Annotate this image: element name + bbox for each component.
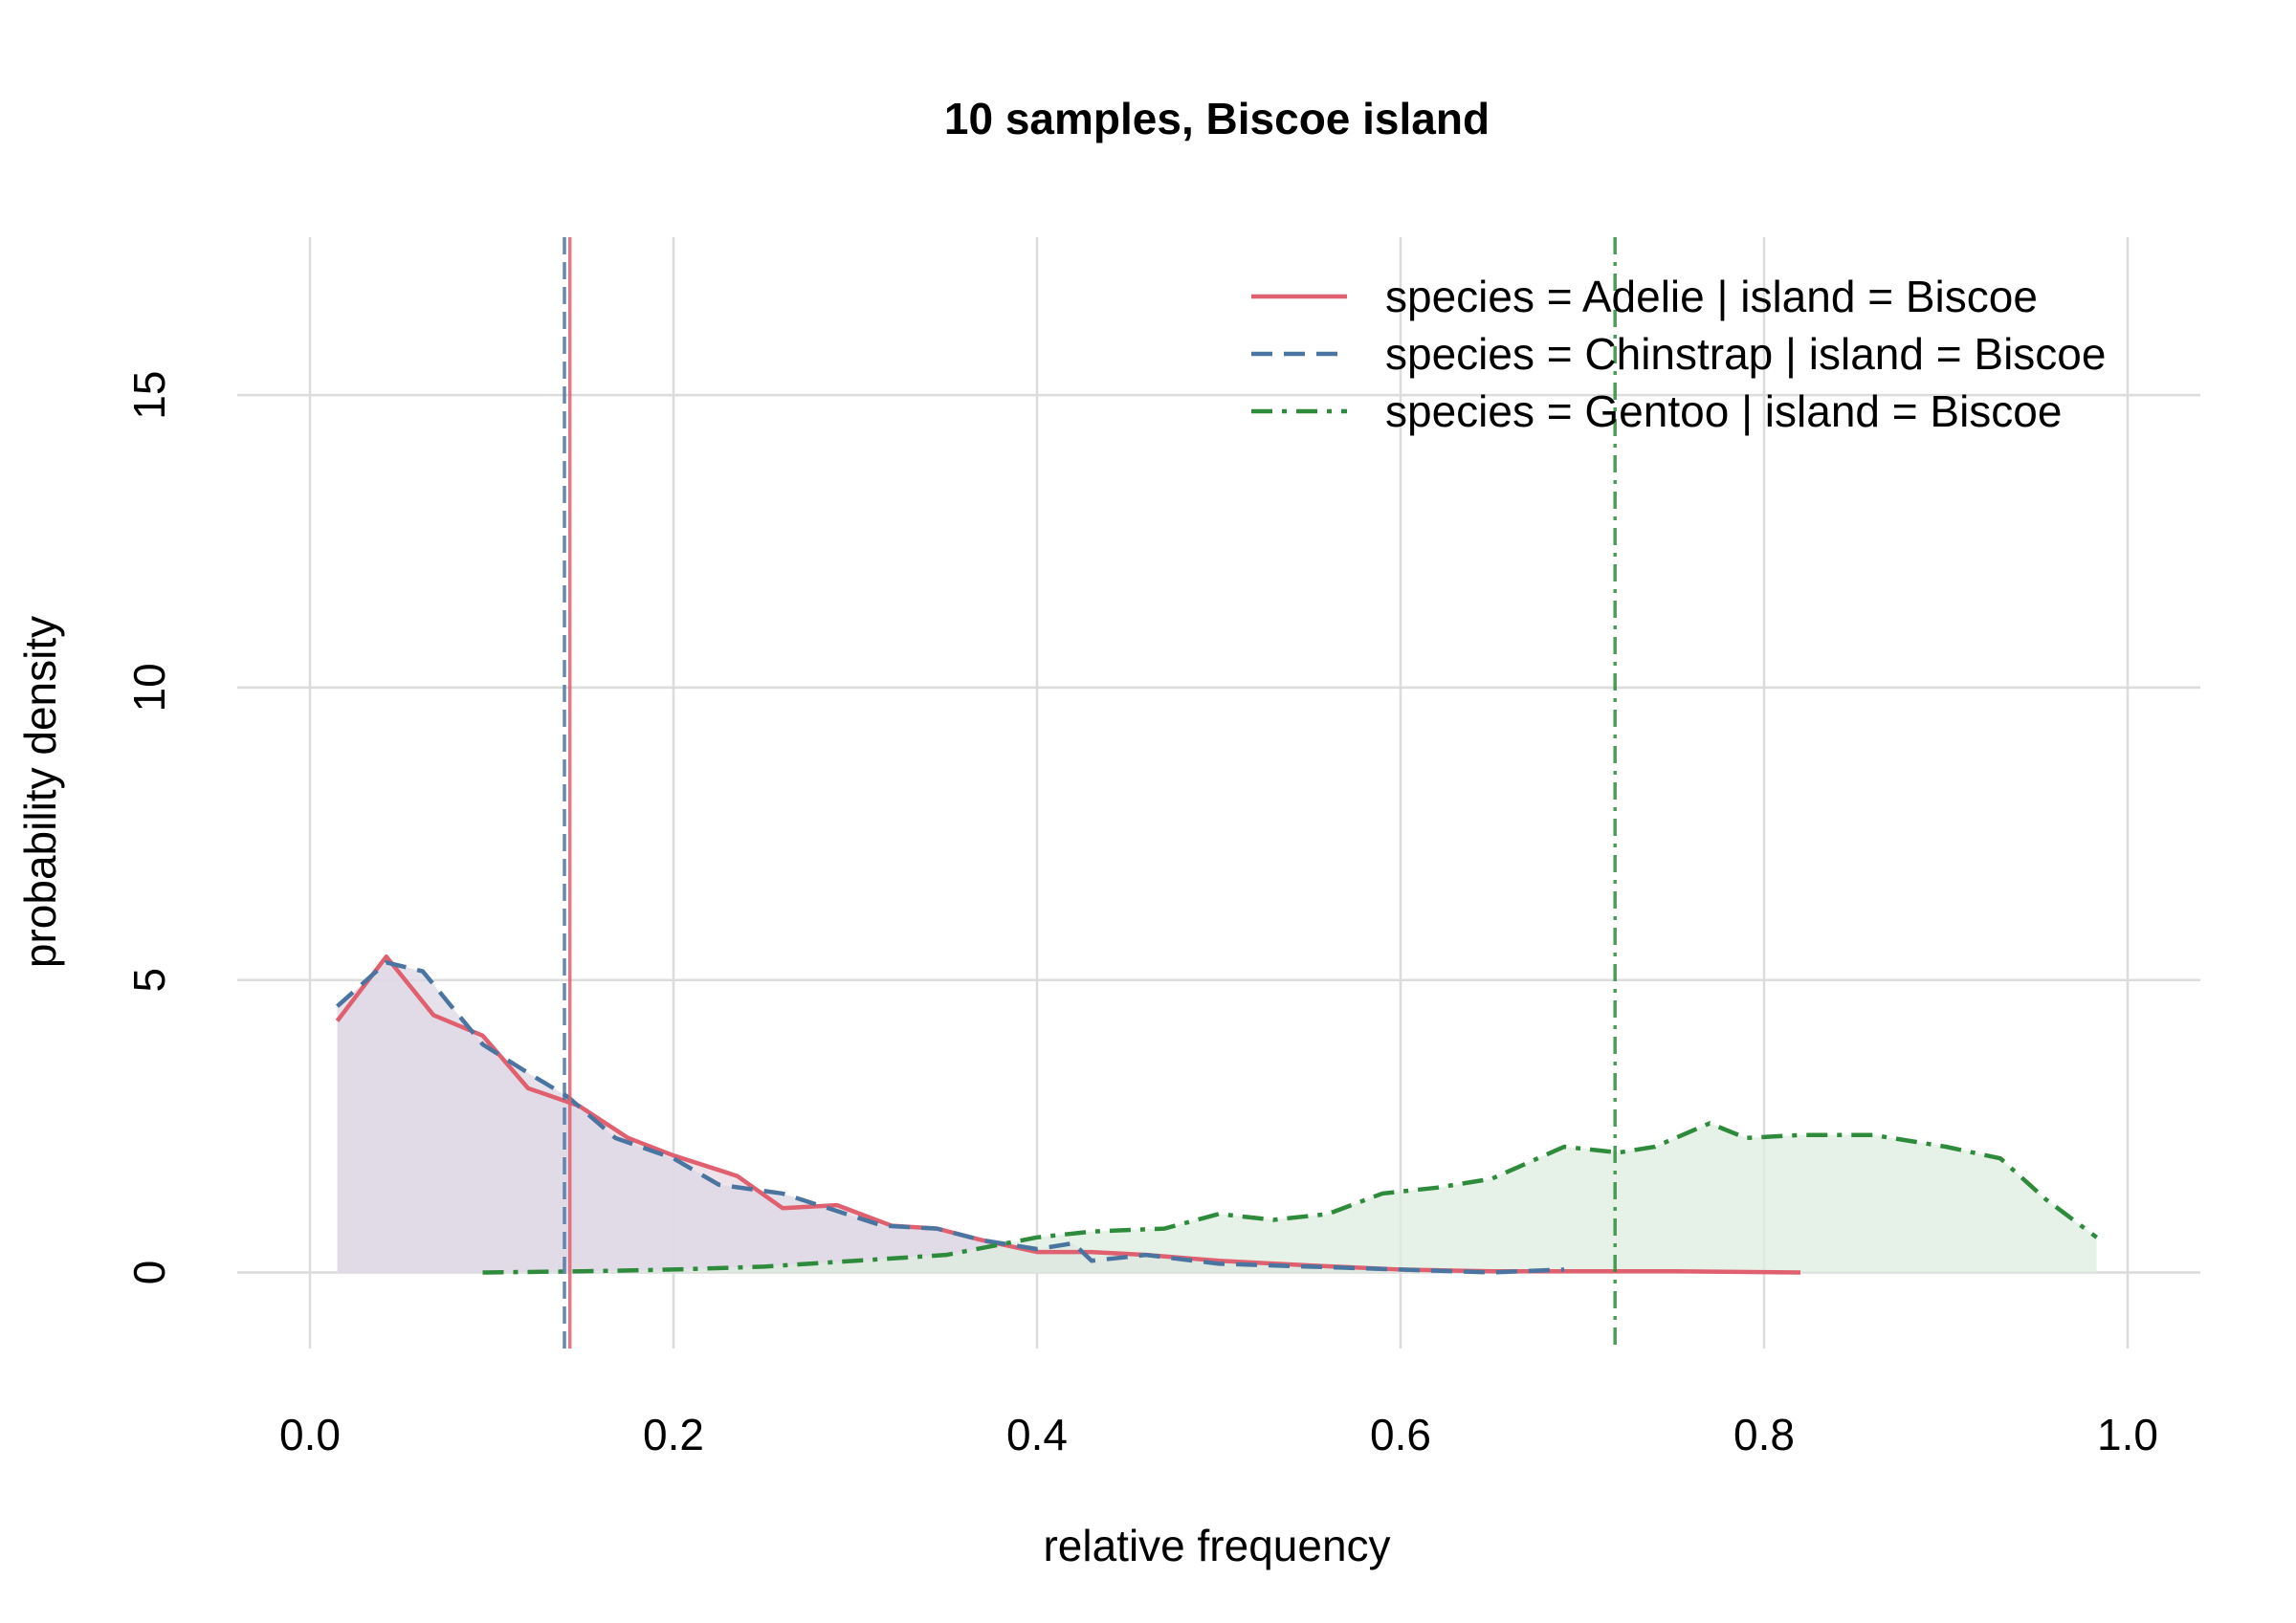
y-tick-label: 15 xyxy=(124,371,174,420)
y-tick-label: 10 xyxy=(124,663,174,712)
x-tick-label: 0.6 xyxy=(1370,1410,1431,1459)
x-tick-label: 0.4 xyxy=(1006,1410,1068,1459)
x-tick-label: 0.8 xyxy=(1733,1410,1795,1459)
y-tick-label: 5 xyxy=(124,968,174,993)
x-tick-label: 1.0 xyxy=(2097,1410,2158,1459)
legend-label-1: species = Chinstrap | island = Biscoe xyxy=(1385,329,2106,379)
density-fills xyxy=(337,956,2097,1273)
density-fill-2 xyxy=(482,1123,2097,1273)
tick-labels: 0.0 0.2 0.4 0.6 0.8 1.0 0 5 10 15 xyxy=(124,371,2158,1459)
chart-title: 10 samples, Biscoe island xyxy=(944,94,1490,143)
x-tick-label: 0.2 xyxy=(643,1410,704,1459)
density-line-1 xyxy=(336,960,1565,1275)
density-lines xyxy=(335,954,2099,1275)
legend: species = Adelie | island = Biscoe specie… xyxy=(1251,272,2106,436)
x-tick-label: 0.0 xyxy=(279,1410,341,1459)
legend-label-2: species = Gentoo | island = Biscoe xyxy=(1385,386,2062,436)
legend-label-0: species = Adelie | island = Biscoe xyxy=(1385,272,2038,321)
mean-lines xyxy=(563,237,1617,1349)
y-axis-label: probability density xyxy=(15,616,65,968)
density-line-2 xyxy=(482,1121,2099,1275)
x-axis-label: relative frequency xyxy=(1043,1521,1390,1570)
density-fill-1 xyxy=(337,962,1564,1273)
y-tick-label: 0 xyxy=(124,1261,174,1285)
